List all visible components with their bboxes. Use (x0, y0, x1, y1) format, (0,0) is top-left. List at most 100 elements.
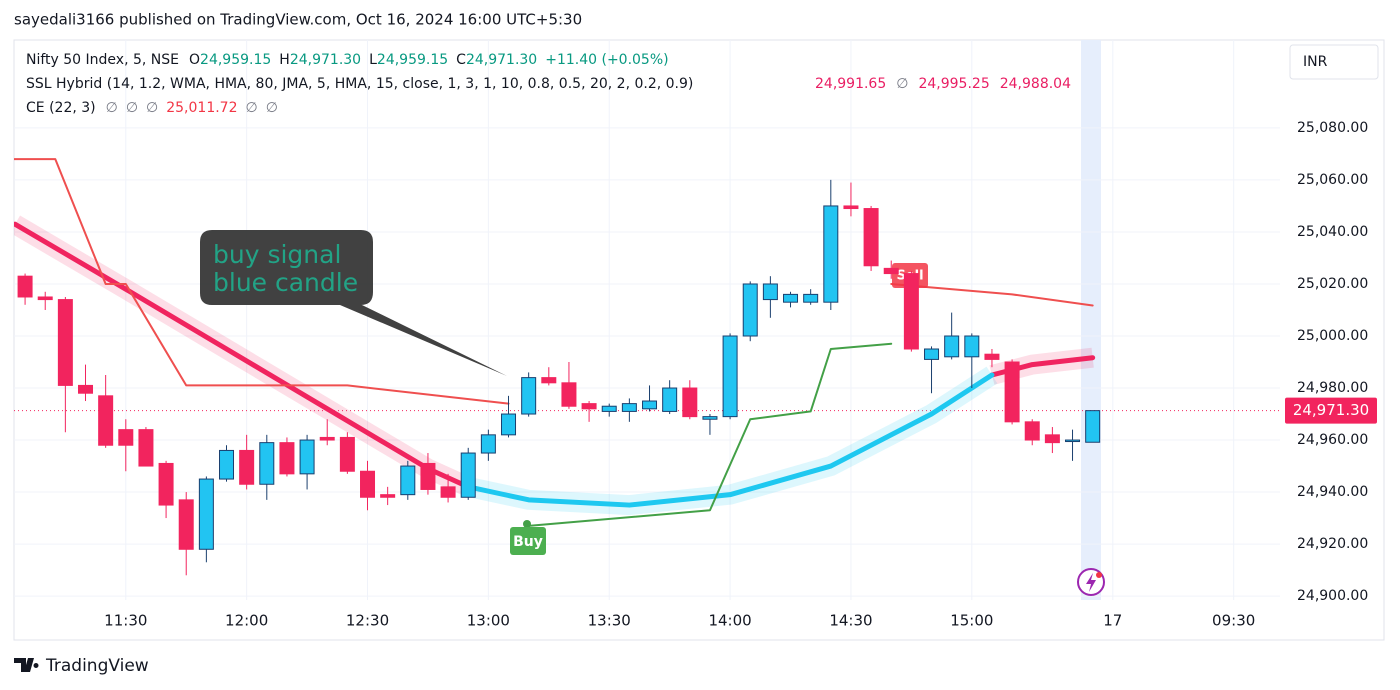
ohlc-value: 24,959.15 (200, 52, 271, 68)
y-tick-label: 25,000.00 (1297, 328, 1368, 344)
candle-body (360, 470, 376, 498)
last-price-tag (1285, 397, 1377, 424)
candle-body (299, 439, 315, 475)
candle-body (501, 413, 517, 436)
y-tick-label: 25,020.00 (1297, 276, 1368, 292)
chart-frame (13, 39, 1385, 641)
alert-dot (1096, 572, 1102, 578)
indicator-line (465, 372, 995, 508)
candle-body (541, 377, 557, 384)
x-tick-label: 09:30 (1212, 612, 1255, 630)
grid (14, 40, 1280, 600)
candle-body (420, 462, 436, 490)
candle-body (803, 293, 819, 303)
candle-body (178, 499, 194, 550)
ce-value: ∅ (126, 100, 138, 116)
ohlc-value: 24,971.30 (466, 52, 537, 68)
candle-body (1065, 439, 1081, 443)
candle-body (762, 283, 778, 301)
candle-body (903, 273, 919, 350)
x-tick-label: 12:30 (346, 612, 389, 630)
candle-body (561, 382, 577, 407)
ce-value: ∅ (106, 100, 118, 116)
candle-body (944, 335, 960, 358)
candles (17, 179, 1101, 576)
candle-body (581, 403, 597, 410)
candle-body (1085, 410, 1101, 443)
ce-name: CE (22, 3) (26, 100, 96, 116)
candle-body (37, 296, 53, 301)
currency-button[interactable] (1289, 44, 1379, 80)
candle-body (642, 400, 658, 410)
axes: 24,900.00 24,920.00 24,940.00 24,960.00 24,9… (104, 120, 1377, 630)
candle-body (138, 429, 154, 467)
candle-body (78, 384, 94, 394)
buy-label: Buy (513, 534, 543, 550)
candle-body (319, 436, 335, 441)
currency: INR (1303, 54, 1328, 70)
candle-body (662, 387, 678, 412)
symbol: Nifty 50 Index, 5, NSE (26, 52, 179, 68)
ce-value: 25,011.72 (166, 100, 237, 116)
candle-body (158, 462, 174, 506)
candle-body (883, 267, 899, 275)
ohlc-label: O (189, 52, 200, 68)
candle-body (1044, 434, 1060, 444)
candle-body (823, 205, 839, 303)
x-tick-label: 15:00 (950, 612, 993, 630)
candle-body (339, 436, 355, 472)
ohlc-value: 24,959.15 (377, 52, 448, 68)
candle-body (601, 405, 617, 412)
ce-value: ∅ (266, 100, 278, 116)
candle-body (239, 449, 255, 485)
candle-body (863, 208, 879, 267)
ohlc-value: 24,971.30 (290, 52, 361, 68)
footer-brand: TradingView (45, 656, 149, 676)
x-tick-label: 14:30 (829, 612, 872, 630)
candle-body (984, 353, 1000, 360)
last-price-label: 24,971.30 (1293, 401, 1369, 419)
x-tick-label: 11:30 (104, 612, 147, 630)
x-tick-label: 13:30 (588, 612, 631, 630)
x-tick-label: 14:00 (708, 612, 751, 630)
candle-body (279, 442, 295, 475)
candle-body (440, 486, 456, 498)
buy-dot (523, 520, 531, 528)
candle-body (480, 434, 496, 454)
legend-row: Nifty 50 Index, 5, NSE O24,959.15 H24,971.… (26, 52, 669, 68)
candle-body (460, 452, 476, 498)
ssl-value: 24,995.25 (918, 76, 989, 92)
y-tick-label: 24,960.00 (1297, 432, 1368, 448)
y-tick-label: 24,980.00 (1297, 380, 1368, 396)
candle-body (400, 465, 416, 496)
y-tick-label: 25,060.00 (1297, 172, 1368, 188)
candle-body (380, 494, 396, 498)
legend-row: 24,991.65 ∅ 24,995.25 24,988.04 (815, 76, 1071, 92)
ohlc-label: H (279, 52, 290, 68)
ohlc-label: C (456, 52, 466, 68)
callout-box (200, 230, 507, 376)
candle-body (198, 478, 214, 550)
candle-body (964, 335, 980, 358)
publish-header: sayedali3166 published on TradingView.co… (14, 11, 582, 29)
candle-body (621, 403, 637, 412)
ssl-value: 24,988.04 (1000, 76, 1071, 92)
ssl-value: 24,991.65 (815, 76, 886, 92)
candle-body (1024, 421, 1040, 441)
change: +11.40 (+0.05%) (545, 52, 668, 68)
callout-line: buy signal (213, 240, 341, 269)
candle-body (843, 205, 859, 210)
candle-body (722, 335, 738, 418)
candle-body (98, 395, 114, 446)
candle-body (783, 293, 799, 303)
current-bar-highlight (1081, 40, 1101, 600)
candle-body (924, 348, 940, 360)
y-tick-label: 24,940.00 (1297, 484, 1368, 500)
y-tick-label: 25,080.00 (1297, 120, 1368, 136)
candle-body (742, 283, 758, 337)
ohlc-label: L (369, 52, 377, 68)
tv-logo (14, 658, 39, 672)
ce-value: ∅ (146, 100, 158, 116)
